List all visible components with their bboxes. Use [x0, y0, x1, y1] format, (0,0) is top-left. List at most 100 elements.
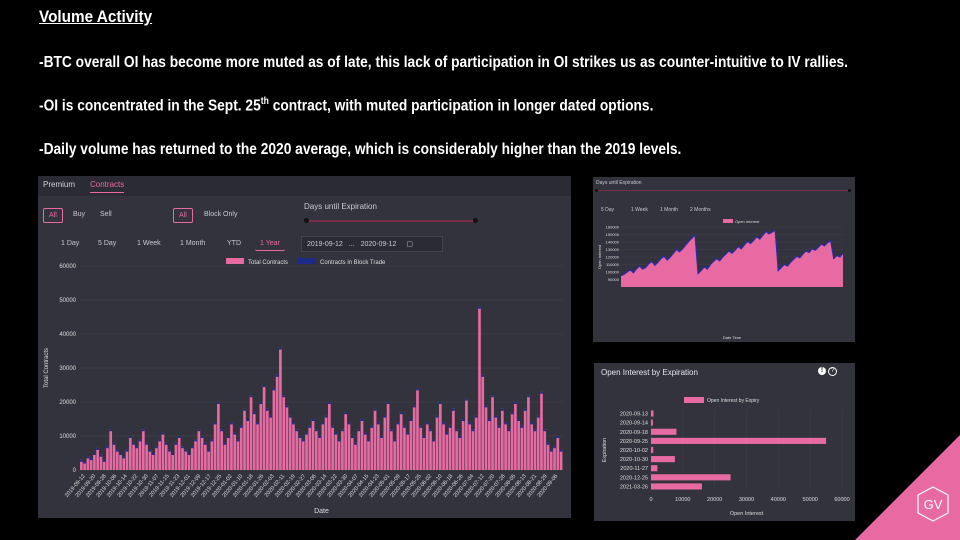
exp-x-tick-label: 10000 [675, 497, 690, 503]
oi-slider-handle-left[interactable] [595, 189, 598, 192]
block-bar [194, 439, 197, 442]
oi-days-slider[interactable] [595, 189, 851, 192]
volume-bar [256, 422, 259, 470]
logo-text: GV [924, 497, 943, 512]
y-tick-label: 0 [73, 468, 77, 474]
volume-bar [197, 429, 201, 470]
volume-bar [523, 408, 527, 470]
oi-y-tick-label: 100000 [606, 270, 620, 275]
volume-bar [266, 408, 269, 470]
block-bar [491, 395, 494, 398]
volume-bar [445, 432, 449, 470]
volume-bar [403, 425, 406, 470]
range-ytd[interactable]: YTD [227, 240, 241, 247]
block-bar [523, 408, 527, 411]
volume-bar [135, 446, 139, 470]
block-bar [517, 419, 520, 421]
block-bar [190, 446, 194, 449]
exp-bar [651, 410, 654, 417]
volume-bar [145, 442, 148, 470]
tab-contracts[interactable]: Contracts [90, 180, 125, 193]
oi-legend-swatch [723, 219, 733, 223]
block-bar [311, 419, 315, 421]
volume-bar [370, 425, 374, 470]
filter-all-trades[interactable]: All [43, 208, 63, 223]
block-bar [200, 436, 204, 438]
volume-bar [125, 449, 129, 470]
filter-buy[interactable]: Buy [73, 211, 86, 218]
filter-block-only[interactable]: Block Only [204, 211, 238, 218]
days-expiration-slider[interactable] [304, 218, 478, 223]
block-bar [396, 422, 400, 425]
range-5-day[interactable]: 5 Day [98, 240, 117, 247]
block-bar [112, 442, 116, 445]
date-to[interactable]: 2020-09-12 [360, 241, 397, 248]
oi-range-5-day[interactable]: 5 Day [601, 207, 615, 213]
volume-bar [269, 415, 272, 470]
block-bar [148, 449, 152, 452]
oi-range-1-week[interactable]: 1 Week [631, 207, 648, 213]
volume-bar [106, 446, 109, 470]
volume-bar [184, 449, 188, 470]
slide-title: Volume Activity [39, 7, 153, 26]
block-bar [465, 398, 468, 401]
oi-range-1-month[interactable]: 1 Month [660, 207, 679, 213]
filter-all-blocks[interactable]: All [173, 208, 193, 223]
date-from[interactable]: 2019-09-12 [307, 241, 343, 248]
block-bar [458, 436, 462, 438]
volume-bar [321, 422, 325, 470]
help-icon[interactable]: ? [828, 367, 837, 376]
exp-chart: Open Interest by Expiry 0 10000 20000 30000 4… [602, 397, 850, 517]
volume-bar [200, 436, 204, 470]
oi-chart: Open Interest 90000 100000 110000 120000 1300… [597, 219, 844, 340]
volume-bar [187, 453, 191, 470]
slider-handle-right[interactable] [473, 218, 478, 223]
block-bar [406, 432, 410, 435]
block-bar [341, 429, 344, 432]
block-bar [223, 442, 227, 445]
block-bar [275, 374, 279, 377]
oi-slider-handle-right[interactable] [848, 189, 851, 192]
block-bar [347, 422, 351, 425]
date-range-picker[interactable]: 2019-09-12 ... 2020-09-12 ▢ [301, 236, 443, 252]
range-1-week[interactable]: 1 Week [137, 240, 161, 247]
block-bar [331, 425, 334, 428]
info-icon[interactable]: ! [818, 367, 826, 375]
y-tick-label: 10000 [59, 434, 76, 440]
range-1-year[interactable]: 1 Year [255, 237, 285, 251]
volume-bar [504, 422, 507, 470]
slider-handle-left[interactable] [304, 218, 309, 223]
block-bar [266, 408, 269, 411]
oi-area [621, 230, 843, 287]
block-bar [125, 449, 129, 452]
volume-bar [484, 405, 488, 470]
block-bar [527, 395, 530, 398]
volume-bar [527, 395, 530, 470]
block-bar [318, 436, 321, 438]
range-1-month[interactable]: 1 Month [180, 240, 206, 247]
block-bar [549, 449, 553, 452]
oi-range-2-months[interactable]: 2 Months [690, 207, 711, 213]
exp-bar [651, 456, 675, 463]
block-bar [354, 442, 357, 445]
block-bar [478, 306, 481, 309]
filter-sell[interactable]: Sell [100, 211, 112, 218]
exp-x-tick-label: 20000 [707, 497, 722, 503]
block-bar [142, 429, 145, 432]
calendar-icon[interactable]: ▢ [406, 241, 413, 248]
oi-x-axis-label: Date Time [723, 335, 742, 340]
volume-bar [438, 402, 442, 470]
block-bar [510, 412, 514, 415]
block-bar [442, 422, 445, 425]
block-bar [252, 412, 256, 415]
exp-category-label: 2020-09-25 [620, 439, 648, 445]
exp-x-axis-label: Open Interest [730, 511, 764, 517]
block-bar [497, 425, 501, 428]
tab-premium[interactable]: Premium [43, 180, 76, 189]
range-1-day[interactable]: 1 Day [61, 240, 80, 247]
volume-bar [386, 402, 390, 470]
block-bar [481, 374, 485, 377]
oi-y-tick-label: 140000 [606, 240, 620, 245]
block-bar [119, 453, 122, 455]
block-bar [324, 415, 328, 418]
